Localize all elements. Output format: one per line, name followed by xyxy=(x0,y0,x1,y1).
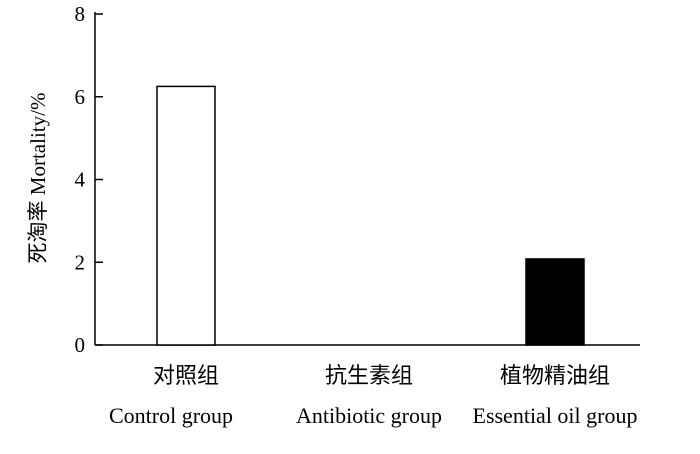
y-tick-label: 6 xyxy=(75,85,86,109)
y-axis: 0 2 4 6 8 xyxy=(75,2,103,357)
x-label-cn-1: 抗生素组 xyxy=(325,363,413,388)
bar-0 xyxy=(156,85,216,346)
y-tick-label: 8 xyxy=(75,2,86,26)
y-axis-label: 死淘率 Mortality/% xyxy=(26,93,50,264)
y-tick-label: 0 xyxy=(75,333,86,357)
x-label-en-0: Control group xyxy=(109,403,233,428)
y-ticks: 0 2 4 6 8 xyxy=(75,2,103,357)
x-label-en-1: Antibiotic group xyxy=(296,403,442,428)
y-tick-label: 4 xyxy=(75,168,86,192)
x-labels: 对照组 Control group 抗生素组 Antibiotic group 植物精油… xyxy=(109,363,638,428)
x-label-en-2: Essential oil group xyxy=(473,403,638,428)
bars xyxy=(156,85,585,346)
bar-2 xyxy=(525,258,585,346)
x-label-cn-0: 对照组 xyxy=(153,363,219,388)
x-label-cn-2: 植物精油组 xyxy=(500,363,610,388)
y-tick-label: 2 xyxy=(75,250,86,274)
